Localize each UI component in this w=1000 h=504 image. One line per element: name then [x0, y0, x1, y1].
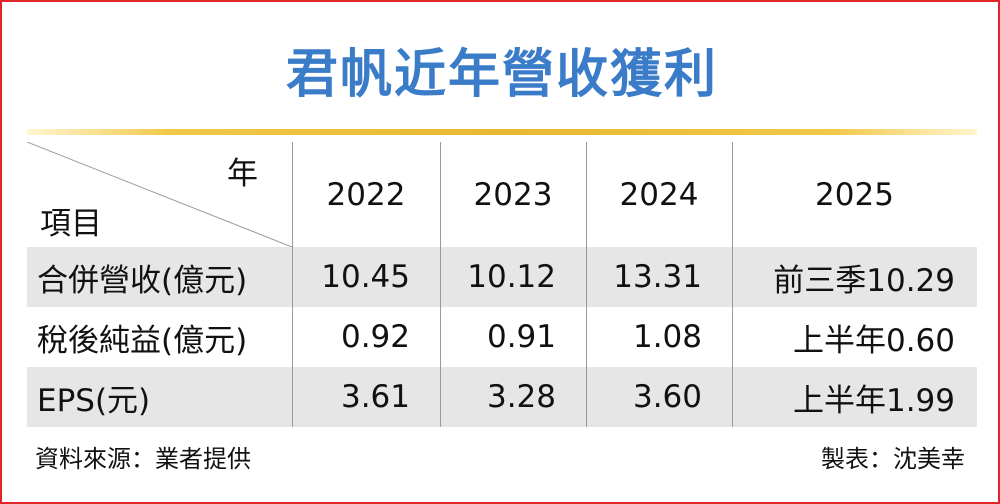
- cell-value: 10.45: [321, 259, 410, 295]
- row-label: EPS(元): [37, 382, 151, 419]
- col-line: [292, 142, 293, 427]
- column-header: 2024: [619, 176, 699, 213]
- credit: 製表：沈美幸: [821, 445, 965, 473]
- col-line: [440, 142, 441, 427]
- corner-row: 項目: [40, 205, 102, 242]
- row-bg: [27, 367, 977, 427]
- cell-value: 3.61: [340, 379, 410, 415]
- cell-value: 上半年1.99: [792, 382, 955, 419]
- corner-diagonal: [27, 142, 292, 247]
- title: 君帆近年營收獲利: [285, 45, 718, 105]
- col-line: [732, 142, 733, 427]
- column-header: 2023: [473, 176, 553, 213]
- cell-value: 1.08: [632, 319, 702, 355]
- cell-value: 前三季10.29: [773, 262, 955, 299]
- cell-value: 上半年0.60: [792, 322, 955, 359]
- cell-value: 13.31: [613, 259, 702, 295]
- row-bg: [27, 247, 977, 307]
- cell-value: 10.12: [467, 259, 556, 295]
- col-line: [586, 142, 587, 427]
- row-label: 合併營收(億元): [37, 262, 248, 299]
- cell-value: 0.91: [486, 319, 556, 355]
- cell-value: 3.28: [486, 379, 556, 415]
- column-header: 2022: [326, 176, 406, 213]
- corner-column: 年: [227, 155, 258, 192]
- row-label: 稅後純益(億元): [37, 322, 248, 359]
- cell-value: 0.92: [340, 319, 410, 355]
- column-header: 2025: [815, 176, 894, 213]
- divider: [27, 129, 977, 135]
- source: 資料來源：業者提供: [35, 445, 251, 473]
- cell-value: 3.60: [632, 379, 702, 415]
